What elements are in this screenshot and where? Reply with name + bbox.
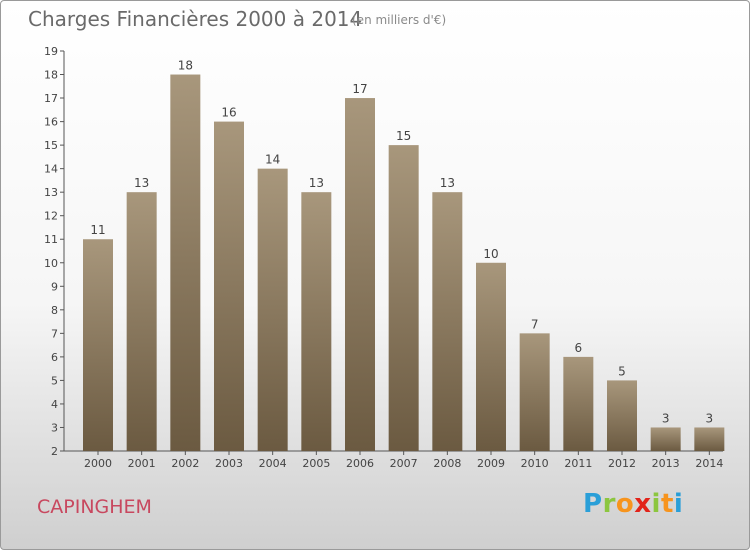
- y-tick-label: 5: [51, 374, 58, 387]
- bar-value-label: 13: [134, 176, 149, 190]
- bar: [694, 427, 725, 451]
- x-tick-label: 2010: [521, 457, 549, 470]
- y-tick-label: 11: [44, 233, 58, 246]
- y-tick-label: 3: [51, 421, 58, 434]
- x-tick-label: 2011: [564, 457, 592, 470]
- bar: [214, 121, 244, 452]
- logo-letter: i: [651, 489, 661, 519]
- y-tick-label: 10: [44, 257, 58, 270]
- bar-value-label: 14: [265, 153, 280, 167]
- x-tick-label: 2002: [171, 457, 199, 470]
- bar: [563, 356, 594, 451]
- bar-value-label: 5: [618, 364, 626, 378]
- logo-letter: i: [673, 489, 684, 519]
- x-tick-label: 2001: [128, 457, 156, 470]
- bar: [607, 380, 637, 451]
- y-tick-label: 8: [51, 304, 58, 317]
- bar: [388, 145, 419, 451]
- bar: [257, 168, 288, 451]
- y-tick-label: 12: [44, 210, 58, 223]
- y-tick-label: 13: [44, 186, 58, 199]
- x-tick-label: 2013: [652, 457, 680, 470]
- proxiti-logo[interactable]: Proxiti: [583, 489, 683, 519]
- x-tick-label: 2012: [608, 457, 636, 470]
- bar: [650, 427, 681, 451]
- x-tick-label: 2008: [433, 457, 461, 470]
- y-tick-label: 7: [51, 327, 58, 340]
- x-tick-label: 2009: [477, 457, 505, 470]
- bar: [432, 192, 463, 452]
- y-tick-label: 4: [51, 398, 58, 411]
- bar: [476, 262, 506, 451]
- bar-value-label: 13: [440, 176, 455, 190]
- x-tick-label: 2005: [302, 457, 330, 470]
- logo-letter: t: [660, 489, 674, 519]
- chart-title: Charges Financières 2000 à 2014: [28, 7, 363, 31]
- bar-value-label: 17: [352, 82, 367, 96]
- bar: [83, 239, 113, 451]
- bar-value-label: 10: [483, 247, 498, 261]
- x-tick-label: 2006: [346, 457, 374, 470]
- x-tick-label: 2014: [695, 457, 723, 470]
- y-tick-label: 18: [44, 69, 58, 82]
- bar-value-label: 3: [706, 411, 714, 425]
- x-tick-label: 2003: [215, 457, 243, 470]
- commune-name: CAPINGHEM: [37, 496, 152, 518]
- x-tick-label: 2004: [259, 457, 287, 470]
- logo-letter: o: [615, 489, 635, 519]
- y-tick-label: 19: [44, 45, 58, 58]
- bar-value-label: 18: [178, 59, 193, 73]
- logo-letter: x: [634, 489, 652, 519]
- bar-value-label: 6: [575, 341, 583, 355]
- y-tick-label: 15: [44, 139, 58, 152]
- y-tick-label: 17: [44, 92, 58, 105]
- y-tick-label: 14: [44, 163, 58, 176]
- bar: [126, 192, 157, 452]
- y-tick-label: 2: [51, 445, 58, 458]
- y-tick-label: 16: [44, 116, 58, 129]
- y-tick-label: 9: [51, 280, 58, 293]
- y-tick-label: 6: [51, 351, 58, 364]
- x-tick-label: 2007: [390, 457, 418, 470]
- logo-letter: r: [602, 489, 616, 519]
- bar: [170, 74, 201, 451]
- x-tick-label: 2000: [84, 457, 112, 470]
- bar-value-label: 13: [309, 176, 324, 190]
- bar-value-label: 3: [662, 411, 670, 425]
- bar-value-label: 15: [396, 129, 411, 143]
- bar-value-label: 16: [221, 106, 236, 120]
- chart-unit: (en milliers d'€): [352, 13, 447, 27]
- bar: [345, 98, 375, 451]
- bar: [301, 192, 332, 452]
- bar-value-label: 11: [90, 223, 105, 237]
- bar: [519, 333, 550, 451]
- logo-letter: P: [583, 489, 603, 519]
- bar-value-label: 7: [531, 317, 539, 331]
